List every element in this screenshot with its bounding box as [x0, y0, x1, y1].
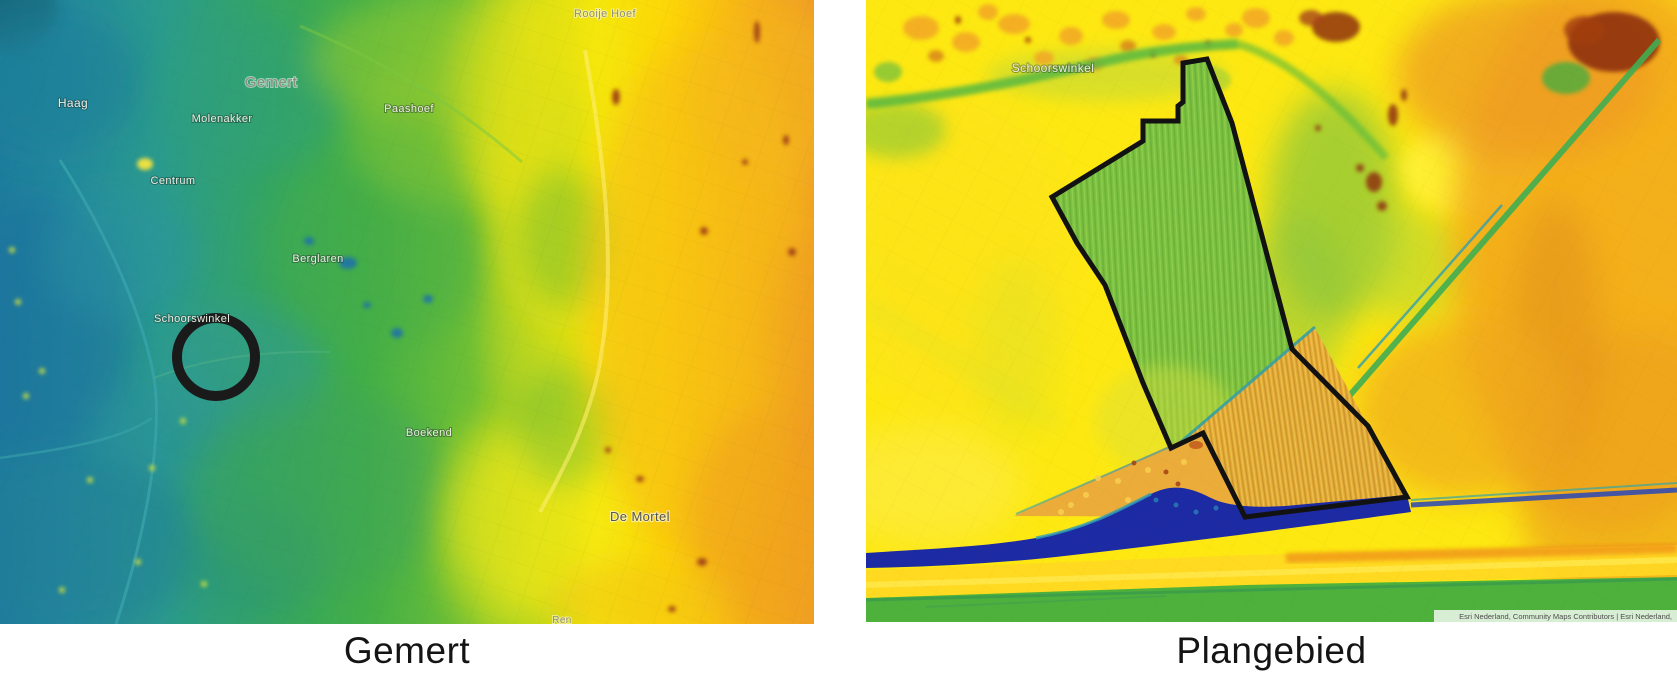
map-label-gemert: Gemert — [245, 74, 298, 91]
plangebied-detail-map: Schoorswinkel Esri Nederland, Community … — [866, 0, 1677, 622]
map-label-schoorswinkel: Schoorswinkel — [154, 313, 230, 325]
map-plangebied: Schoorswinkel Esri Nederland, Community … — [866, 0, 1677, 622]
map-gemert: Haag Gemert Molenakker Centrum Paashoef Rooij… — [0, 0, 814, 624]
map-label-paashoef: Paashoef — [384, 103, 434, 115]
field-grid-texture — [0, 0, 814, 624]
plan-area-outline — [1048, 56, 1411, 520]
map-label-centrum: Centrum — [151, 175, 196, 187]
gemert-elevation-map: Haag Gemert Molenakker Centrum Paashoef Rooij… — [0, 0, 814, 624]
caption-gemert: Gemert — [343, 630, 471, 671]
caption-plangebied: Plangebied — [1176, 630, 1367, 671]
map-label-molenakker: Molenakker — [192, 113, 253, 125]
aerial-grid-texture — [866, 0, 1677, 622]
attribution-text: Esri Nederland, Community Maps Contribut… — [1459, 612, 1672, 621]
map-label-boekend: Boekend — [406, 427, 452, 439]
map-label-de-mortel: De Mortel — [610, 509, 670, 524]
attribution-bar: Esri Nederland, Community Maps Contribut… — [1434, 610, 1677, 622]
gemert-map-labels: Haag Gemert Molenakker Centrum Paashoef Rooij… — [57, 7, 671, 624]
map-label-schoorswinkel: Schoorswinkel — [1012, 61, 1095, 75]
map-label-ren: Ren — [552, 615, 572, 624]
highlight-circle-annotation — [172, 313, 260, 401]
map-label-haag: Haag — [58, 96, 88, 110]
map-label-rooije-hoef: Rooije Hoef — [574, 8, 636, 20]
map-label-berglaren: Berglaren — [292, 253, 343, 265]
plangebied-map-labels: Schoorswinkel — [1011, 60, 1095, 76]
